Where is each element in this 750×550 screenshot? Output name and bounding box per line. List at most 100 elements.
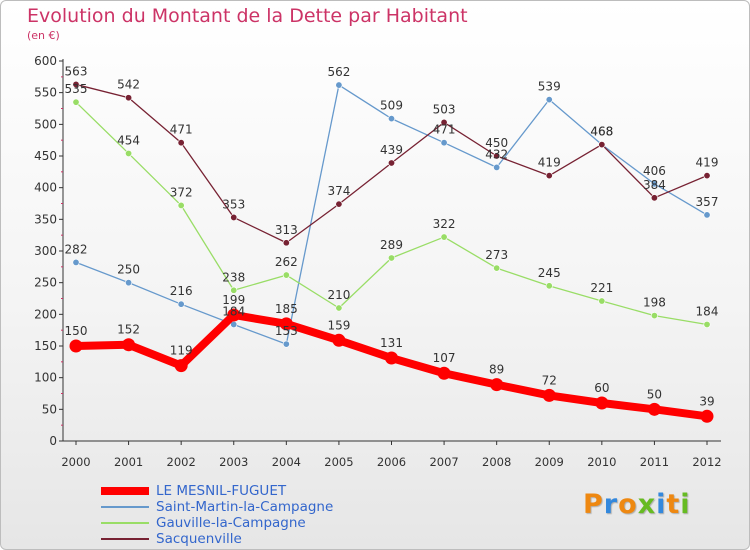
data-point [282, 271, 290, 279]
data-point [125, 279, 133, 287]
data-label: 357 [696, 195, 719, 209]
data-point [650, 194, 658, 202]
data-label: 152 [117, 323, 140, 337]
data-point [335, 81, 343, 89]
data-point [387, 159, 395, 167]
data-point [647, 402, 661, 416]
data-label: 185 [275, 302, 298, 316]
legend-item: Sacquenville [101, 531, 333, 547]
data-label: 503 [433, 102, 456, 116]
x-tick-label: 2007 [429, 455, 458, 469]
data-label: 221 [590, 281, 613, 295]
data-point [279, 317, 293, 331]
data-point [545, 172, 553, 180]
series-sacquenville [72, 80, 711, 247]
data-label: 199 [222, 293, 245, 307]
proxiti-logo: Proxiti [583, 489, 691, 520]
series-line [72, 310, 711, 421]
axes: 0501001502002503003504004505005506002000… [34, 54, 722, 469]
x-tick-label: 2011 [640, 455, 669, 469]
data-point [703, 211, 711, 219]
data-label: 419 [538, 156, 561, 170]
y-tick-label: 550 [34, 86, 57, 100]
data-label: 184 [222, 304, 245, 318]
data-label: 374 [327, 184, 350, 198]
y-tick-label: 200 [34, 307, 57, 321]
data-label: 119 [170, 344, 193, 358]
data-point [703, 320, 711, 328]
series-gauville-la-campagne [72, 98, 711, 328]
data-point [385, 351, 398, 365]
data-label-layer: 282 250 216 184 153 562 509 471 432 539 468 406 357 5… [65, 64, 719, 408]
legend-label: Gauville-la-Campagne [156, 515, 306, 531]
y-tick-label: 300 [34, 244, 57, 258]
data-label: 439 [380, 143, 403, 157]
data-point [545, 96, 553, 104]
data-label: 372 [170, 185, 193, 199]
data-label: 282 [65, 242, 88, 256]
data-point [230, 213, 238, 221]
series-le-mesnil-fuguet [69, 308, 714, 423]
data-label: 250 [117, 263, 140, 277]
data-label: 159 [327, 318, 350, 332]
data-label: 509 [380, 99, 403, 113]
x-tick-label: 2004 [272, 455, 301, 469]
x-tick-label: 2003 [219, 455, 248, 469]
data-label: 471 [170, 123, 193, 137]
data-point [72, 80, 80, 88]
data-label: 238 [222, 270, 245, 284]
data-label: 432 [485, 147, 508, 161]
data-point [227, 308, 241, 322]
y-tick-label: 250 [34, 276, 57, 290]
x-tick-label: 2008 [482, 455, 511, 469]
data-point [282, 340, 290, 348]
x-tick-label: 2001 [114, 455, 143, 469]
legend-swatch [101, 538, 149, 540]
data-label: 60 [594, 381, 609, 395]
data-label: 353 [222, 197, 245, 211]
data-point [335, 200, 343, 208]
data-point [122, 338, 136, 352]
data-point [282, 239, 290, 247]
series-layer [69, 80, 714, 423]
data-label: 419 [696, 156, 719, 170]
data-label: 50 [647, 387, 662, 401]
legend-label: Sacquenville [156, 531, 242, 547]
data-point [177, 139, 185, 147]
data-label: 471 [433, 123, 456, 137]
data-label: 468 [590, 125, 613, 139]
data-point [177, 300, 185, 308]
legend-item: LE MESNIL-FUGUET [101, 483, 333, 499]
x-tick-label: 2010 [587, 455, 616, 469]
data-label: 245 [538, 266, 561, 280]
x-tick-label: 2002 [167, 455, 196, 469]
data-label: 563 [65, 64, 88, 78]
data-label: 468 [590, 125, 613, 139]
legend-label: Saint-Martin-la-Campagne [156, 499, 334, 515]
data-point [125, 149, 133, 157]
data-point [598, 141, 606, 149]
legend-swatch [101, 487, 149, 495]
y-tick-label: 400 [34, 181, 57, 195]
chart-subtitle: (en €) [27, 29, 60, 42]
data-point [72, 98, 80, 106]
x-tick-label: 2012 [692, 455, 721, 469]
data-point [387, 254, 395, 262]
data-point [542, 388, 556, 402]
data-label: 216 [170, 284, 193, 298]
y-tick-label: 350 [34, 212, 57, 226]
data-label: 89 [489, 363, 504, 377]
data-point [650, 312, 658, 320]
data-point [387, 115, 395, 123]
data-label: 313 [275, 223, 298, 237]
data-point [440, 118, 448, 126]
data-label: 454 [117, 133, 140, 147]
data-label: 262 [275, 255, 298, 269]
data-point [493, 264, 501, 272]
y-tick-label: 450 [34, 149, 57, 163]
y-tick-label: 50 [42, 402, 57, 416]
data-point [72, 258, 80, 266]
y-tick-label: 0 [49, 434, 57, 448]
